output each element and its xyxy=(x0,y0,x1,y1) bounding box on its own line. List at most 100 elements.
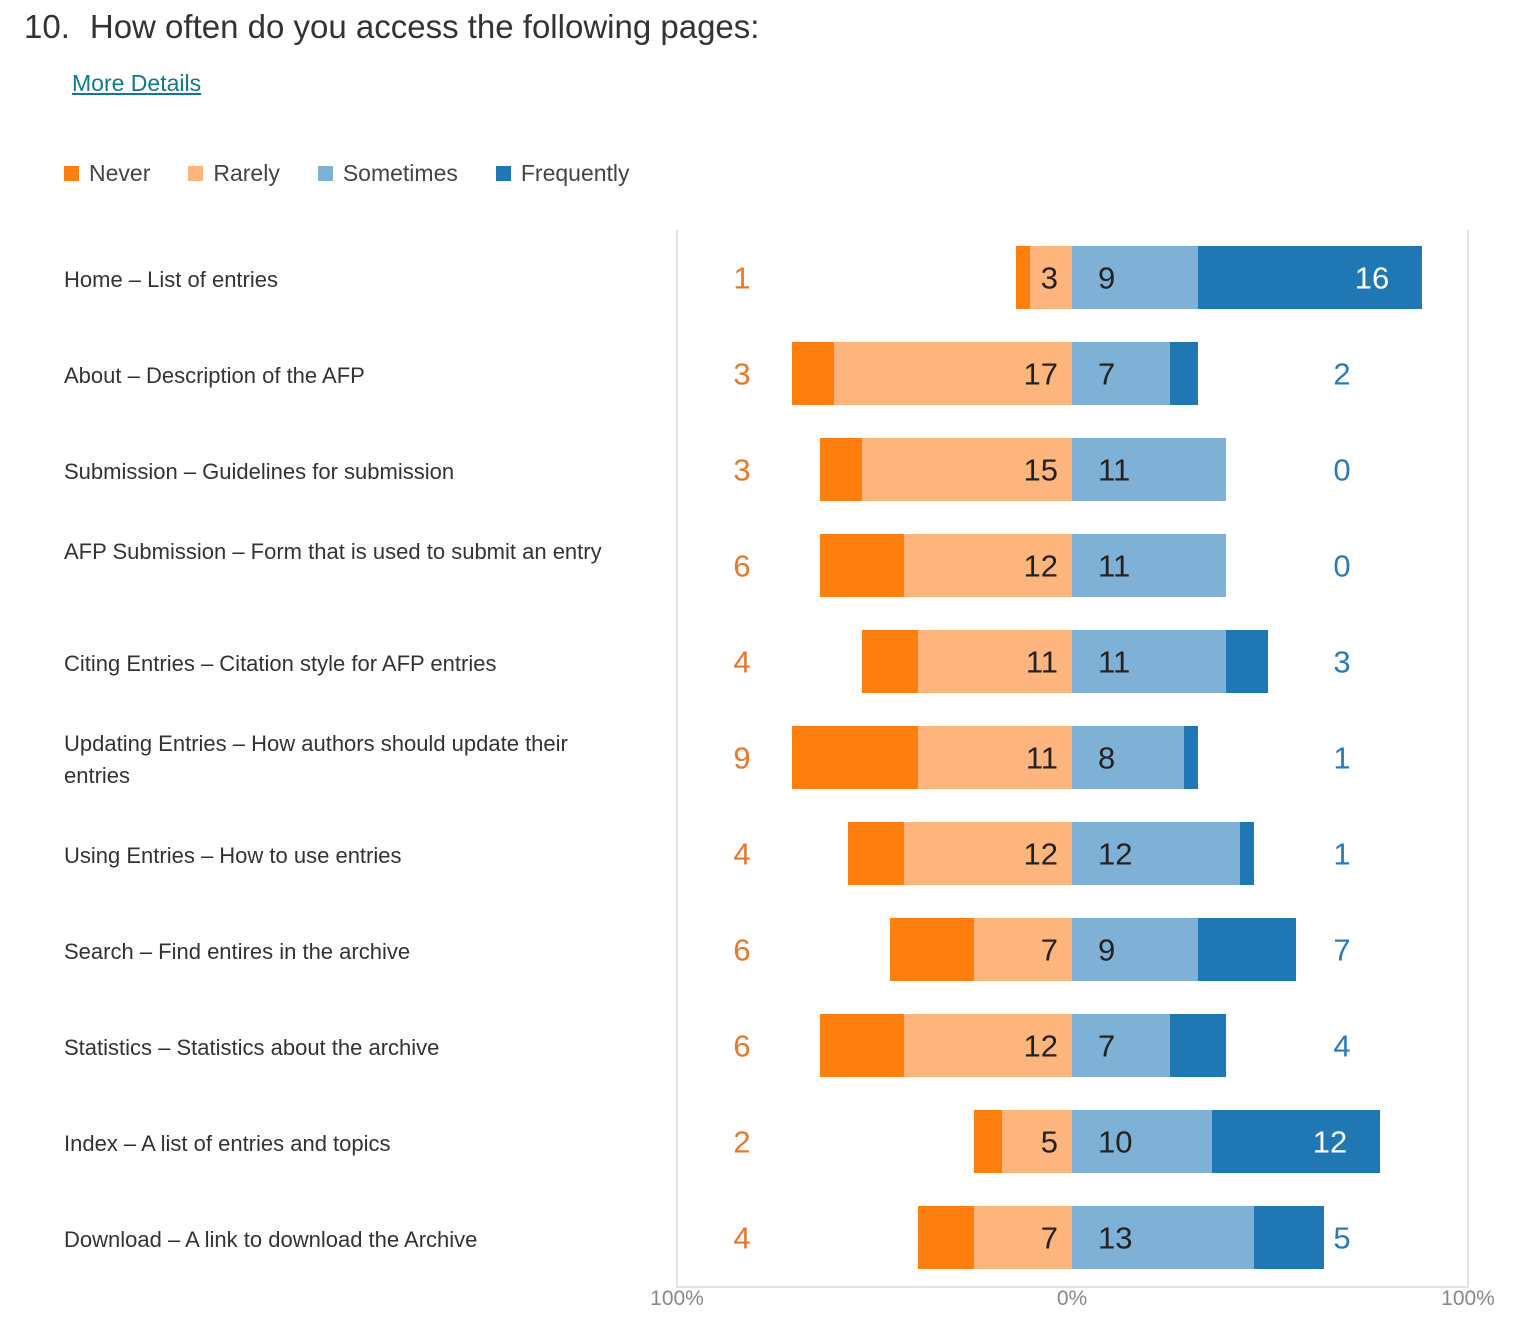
bar-sometimes-row-8 xyxy=(1072,1014,1170,1077)
label-frequently-row-4: 3 xyxy=(1333,645,1350,680)
row-label-updating-entries: Updating Entries – How authors should up… xyxy=(64,731,568,788)
label-sometimes-row-0: 9 xyxy=(1098,261,1115,296)
label-rarely-row-6: 12 xyxy=(1024,837,1058,872)
bar-rarely-row-6 xyxy=(904,822,1072,885)
legend-swatch-rarely xyxy=(188,166,204,181)
label-sometimes-row-7: 9 xyxy=(1098,933,1115,968)
legend-label-sometimes: Sometimes xyxy=(342,160,458,186)
legend-label-frequently: Frequently xyxy=(520,160,630,186)
label-never-row-0: 1 xyxy=(733,261,750,296)
axis-tick-label-1: 0% xyxy=(1057,1287,1087,1310)
bar-never-row-10 xyxy=(918,1206,974,1269)
label-frequently-row-9: 12 xyxy=(1313,1125,1347,1160)
bar-never-row-7 xyxy=(890,918,974,981)
bar-sometimes-row-6 xyxy=(1072,822,1240,885)
label-never-row-4: 4 xyxy=(733,645,750,680)
label-never-row-9: 2 xyxy=(733,1125,750,1160)
bar-never-row-4 xyxy=(862,630,918,693)
label-never-row-1: 3 xyxy=(733,357,750,392)
bar-sometimes-row-2 xyxy=(1072,438,1226,501)
bar-never-row-3 xyxy=(820,534,904,597)
bar-frequently-row-9 xyxy=(1212,1110,1380,1173)
label-sometimes-row-10: 13 xyxy=(1098,1221,1132,1256)
label-frequently-row-0: 16 xyxy=(1355,261,1389,296)
label-rarely-row-0: 3 xyxy=(1041,261,1058,296)
bar-never-row-2 xyxy=(820,438,862,501)
row-label-using-entries: Using Entries – How to use entries xyxy=(64,843,402,868)
bar-sometimes-row-10 xyxy=(1072,1206,1254,1269)
bar-sometimes-row-3 xyxy=(1072,534,1226,597)
label-rarely-row-2: 15 xyxy=(1024,453,1058,488)
legend-item-frequently: Frequently xyxy=(495,160,630,187)
label-rarely-row-8: 12 xyxy=(1024,1029,1058,1064)
bar-rarely-row-1 xyxy=(834,342,1072,405)
bar-rarely-row-5 xyxy=(918,726,1072,789)
chart-legend: Never Rarely Sometimes Frequently xyxy=(64,160,668,187)
label-never-row-2: 3 xyxy=(733,453,750,488)
label-sometimes-row-3: 11 xyxy=(1098,549,1130,584)
legend-label-rarely: Rarely xyxy=(213,160,280,186)
bar-frequently-row-7 xyxy=(1198,918,1296,981)
more-details-link[interactable]: More Details xyxy=(72,70,202,96)
label-sometimes-row-5: 8 xyxy=(1098,741,1115,776)
bar-rarely-row-0 xyxy=(1030,246,1072,309)
label-never-row-5: 9 xyxy=(733,741,750,776)
label-frequently-row-7: 7 xyxy=(1333,933,1350,968)
label-never-row-10: 4 xyxy=(733,1221,750,1256)
legend-swatch-frequently xyxy=(495,166,511,181)
label-sometimes-row-9: 10 xyxy=(1098,1125,1132,1160)
row-label-search: Search – Find entires in the archive xyxy=(64,939,411,964)
legend-item-never: Never xyxy=(64,160,150,187)
label-frequently-row-10: 5 xyxy=(1333,1221,1350,1256)
label-rarely-row-7: 7 xyxy=(1041,933,1058,968)
bar-rarely-row-8 xyxy=(904,1014,1072,1077)
label-rarely-row-4: 11 xyxy=(1026,645,1058,680)
label-sometimes-row-2: 11 xyxy=(1098,453,1130,488)
bar-frequently-row-5 xyxy=(1184,726,1198,789)
bar-frequently-row-1 xyxy=(1170,342,1198,405)
label-rarely-row-3: 12 xyxy=(1024,549,1058,584)
row-label-index: Index – A list of entries and topics xyxy=(64,1131,391,1156)
label-rarely-row-9: 5 xyxy=(1041,1125,1058,1160)
row-label-submission: Submission – Guidelines for submission xyxy=(64,459,455,484)
question-header: 10. How often do you access the following… xyxy=(24,8,759,46)
row-label-download: Download – A link to download the Archiv… xyxy=(64,1227,478,1252)
label-frequently-row-1: 2 xyxy=(1333,357,1350,392)
bar-never-row-9 xyxy=(974,1110,1002,1173)
bar-sometimes-row-7 xyxy=(1072,918,1198,981)
label-frequently-row-6: 1 xyxy=(1333,837,1350,872)
bar-rarely-row-7 xyxy=(974,918,1072,981)
bar-never-row-8 xyxy=(820,1014,904,1077)
bar-frequently-row-4 xyxy=(1226,630,1268,693)
legend-item-sometimes: Sometimes xyxy=(317,160,458,187)
legend-label-never: Never xyxy=(89,160,151,186)
row-label-home: Home – List of entries xyxy=(64,267,278,292)
bar-sometimes-row-4 xyxy=(1072,630,1226,693)
label-sometimes-row-8: 7 xyxy=(1098,1029,1115,1064)
row-label-statistics: Statistics – Statistics about the archiv… xyxy=(64,1035,440,1060)
label-frequently-row-8: 4 xyxy=(1333,1029,1350,1064)
legend-swatch-sometimes xyxy=(317,166,333,181)
bar-rarely-row-2 xyxy=(862,438,1072,501)
question-title: How often do you access the following pa… xyxy=(89,8,760,45)
bar-rarely-row-10 xyxy=(974,1206,1072,1269)
label-sometimes-row-1: 7 xyxy=(1098,357,1115,392)
bar-rarely-row-3 xyxy=(904,534,1072,597)
label-rarely-row-1: 17 xyxy=(1024,357,1058,392)
bar-never-row-1 xyxy=(792,342,834,405)
axis-tick-label-0: 100% xyxy=(650,1287,704,1310)
row-label-about: About – Description of the AFP xyxy=(64,363,365,388)
bar-rarely-row-9 xyxy=(1002,1110,1072,1173)
bar-sometimes-row-5 xyxy=(1072,726,1184,789)
legend-swatch-never xyxy=(64,166,79,181)
row-label-citing-entries: Citing Entries – Citation style for AFP … xyxy=(64,651,497,676)
row-label-afp-submission: AFP Submission – Form that is used to su… xyxy=(64,539,602,564)
label-sometimes-row-4: 11 xyxy=(1098,645,1130,680)
bar-rarely-row-4 xyxy=(918,630,1072,693)
bar-never-row-5 xyxy=(792,726,918,789)
bar-frequently-row-0 xyxy=(1198,246,1422,309)
label-frequently-row-5: 1 xyxy=(1333,741,1350,776)
label-never-row-7: 6 xyxy=(733,933,750,968)
legend-item-rarely: Rarely xyxy=(188,160,280,187)
